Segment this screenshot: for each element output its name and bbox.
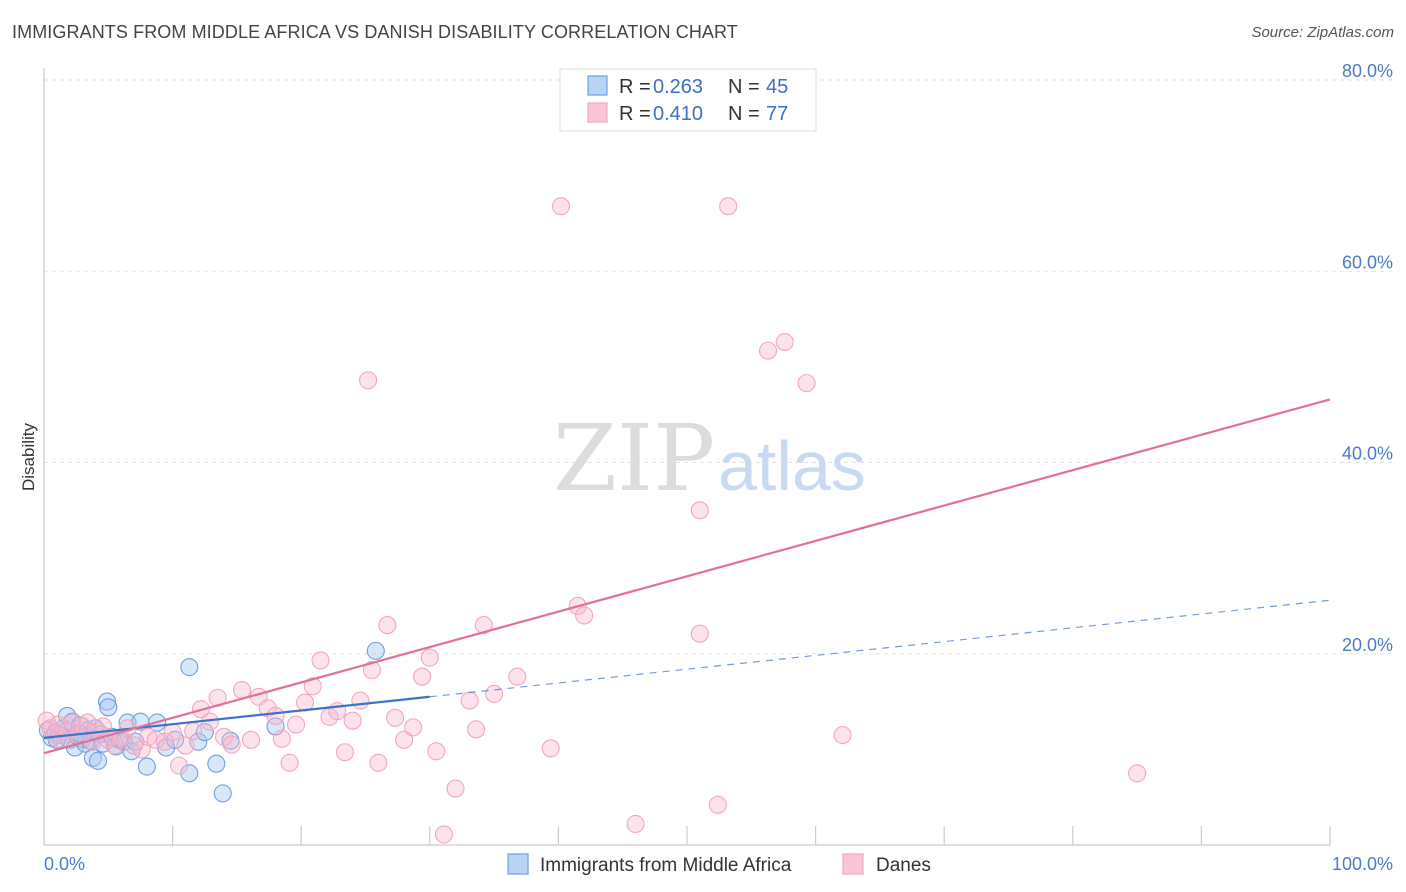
- y-tick-label-40: 40.0%: [1342, 444, 1393, 464]
- danes-point-52: [395, 730, 414, 749]
- series-legend: Immigrants from Middle Africa Danes: [507, 853, 931, 876]
- legend-n-value-danes: 77: [766, 103, 788, 125]
- danes-point-44: [335, 743, 354, 762]
- danes-point-45: [343, 711, 362, 730]
- legend-swatch-immigrants: [587, 75, 608, 96]
- trend-line-immigrants: [43, 695, 430, 739]
- danes-point-64: [541, 739, 560, 758]
- y-tick-labels: 20.0% 40.0% 60.0% 80.0%: [1342, 61, 1393, 655]
- danes-point-51: [386, 708, 405, 727]
- danes-point-38: [287, 715, 306, 734]
- danes-point-56: [427, 742, 446, 761]
- x-tick-label-max: 100.0%: [1332, 854, 1393, 874]
- danes-point-73: [719, 197, 738, 216]
- immigrants-point-30: [137, 757, 156, 776]
- immigrants-point-42: [366, 641, 385, 660]
- chart-title: IMMIGRANTS FROM MIDDLE AFRICA VS DANISH …: [12, 22, 738, 42]
- immigrants-point-20: [97, 692, 117, 711]
- danes-point-58: [446, 779, 465, 798]
- bottom-legend-swatch-danes: [842, 853, 864, 875]
- danes-point-24: [176, 736, 195, 755]
- trend-line-immigrants-extension: [429, 599, 1331, 698]
- x-tick-marks: [172, 826, 1331, 845]
- trend-line-danes: [43, 398, 1331, 755]
- danes-point-14: [105, 736, 124, 755]
- danes-point-65: [551, 197, 571, 216]
- legend-r-label-danes: R =: [619, 103, 651, 125]
- danes-point-25: [184, 722, 203, 741]
- watermark-zip: ZIP: [553, 405, 715, 512]
- immigrants-point-15: [83, 748, 102, 768]
- immigrants-point-38: [207, 754, 226, 773]
- immigrants-point-17: [88, 751, 108, 770]
- danes-point-54: [413, 667, 432, 686]
- legend-r-value-immigrants: 0.263: [653, 76, 703, 98]
- source-label: Source: ZipAtlas.com: [1251, 24, 1394, 41]
- watermark-atlas: atlas: [718, 427, 866, 505]
- danes-point-3: [49, 715, 68, 734]
- danes-point-20: [146, 730, 165, 749]
- danes-point-75: [775, 332, 794, 352]
- x-tick-label-min: 0.0%: [44, 854, 85, 874]
- danes-point-50: [378, 616, 397, 635]
- danes-point-48: [362, 660, 381, 680]
- immigrants-point-35: [180, 764, 199, 783]
- danes-point-60: [467, 720, 486, 739]
- danes-point-41: [311, 651, 330, 670]
- danes-point-57: [434, 825, 453, 844]
- danes-point-53: [404, 718, 423, 737]
- y-tick-label-80: 80.0%: [1342, 61, 1393, 81]
- immigrants-point-39: [213, 784, 232, 803]
- danes-point-69: [626, 814, 645, 834]
- bottom-legend-swatch-immigrants: [507, 853, 529, 875]
- stats-legend: R = 0.263 N = 45 R = 0.410 N = 77: [559, 68, 817, 132]
- danes-point-72: [708, 795, 727, 814]
- danes-point-23: [169, 756, 189, 775]
- danes-point-36: [272, 729, 291, 748]
- legend-r-value-danes: 0.410: [653, 103, 703, 125]
- danes-point-62: [485, 684, 504, 703]
- danes-point-70: [690, 501, 709, 520]
- danes-point-21: [155, 732, 174, 751]
- danes-point-49: [369, 753, 388, 772]
- series-danes-points: [37, 111, 1147, 844]
- danes-point-29: [214, 727, 234, 746]
- danes-point-37: [280, 753, 299, 772]
- legend-n-value-immigrants: 45: [766, 76, 788, 98]
- grid-lines: [44, 79, 1392, 655]
- y-tick-label-20: 20.0%: [1342, 635, 1393, 655]
- danes-point-63: [508, 667, 527, 686]
- immigrants-point-21: [99, 698, 118, 717]
- danes-point-59: [460, 691, 479, 710]
- danes-point-32: [241, 730, 261, 749]
- danes-point-22: [163, 723, 182, 742]
- danes-point-77: [833, 725, 852, 745]
- danes-point-35: [266, 706, 285, 725]
- danes-point-71: [690, 624, 709, 643]
- danes-point-78: [1128, 764, 1147, 783]
- bottom-legend-label-immigrants: Immigrants from Middle Africa: [540, 855, 792, 876]
- danes-point-76: [797, 374, 816, 393]
- y-axis-label: Disability: [19, 422, 38, 491]
- legend-n-label-immigrants: N =: [728, 76, 760, 98]
- danes-point-47: [359, 371, 378, 390]
- legend-swatch-danes: [587, 102, 608, 123]
- bottom-legend-label-danes: Danes: [876, 855, 931, 876]
- danes-point-74: [758, 341, 778, 360]
- danes-point-46: [351, 691, 370, 710]
- danes-point-30: [222, 735, 241, 754]
- legend-r-label-immigrants: R =: [619, 76, 651, 98]
- y-tick-label-60: 60.0%: [1342, 252, 1393, 272]
- danes-point-40: [303, 677, 322, 696]
- danes-point-55: [420, 648, 439, 667]
- trend-lines: [43, 398, 1331, 755]
- danes-point-61: [474, 616, 493, 635]
- immigrants-point-34: [180, 658, 199, 677]
- danes-point-67: [575, 606, 594, 625]
- legend-n-label-danes: N =: [728, 103, 760, 125]
